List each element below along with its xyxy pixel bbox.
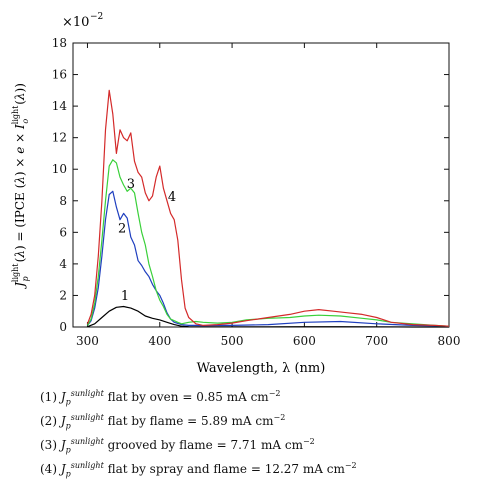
series-line-2 — [87, 190, 450, 327]
legend-unit-exp: −2 — [344, 461, 357, 470]
series-label-3: 3 — [127, 177, 135, 192]
series-labels: 1 2 3 4 — [118, 177, 176, 304]
y-tick-label: 6 — [59, 225, 67, 239]
y-tick-label: 0 — [59, 320, 67, 334]
y-axis-label: Jlightp(λ) = (IPCE (λ) × e × Ilighto(λ)) — [11, 83, 30, 290]
series-line-3 — [86, 159, 450, 327]
y-tick-label: 2 — [59, 288, 67, 302]
legend-number: (3) — [40, 438, 57, 452]
legend-unit-exp: −2 — [273, 413, 286, 422]
y-tick-label: 14 — [52, 99, 68, 113]
x-tick-label: 600 — [293, 334, 316, 348]
y-tick-label: 10 — [52, 162, 67, 176]
legend-unit-exp: −2 — [302, 437, 315, 446]
multiplier-exp: −2 — [90, 12, 103, 22]
y-tick-label: 4 — [59, 257, 67, 271]
legend-text: grooved by flame = 7.71 mA cm — [107, 438, 303, 452]
y-tick-label: 8 — [59, 194, 67, 208]
legend-item-2: (2) Jpsunlight flat by flame = 5.89 mA c… — [40, 406, 470, 430]
series-line-4 — [86, 89, 450, 327]
legend-symbol: Jpsunlight — [60, 389, 104, 407]
x-axis-ticks: 300 400 500 600 700 800 — [76, 43, 460, 348]
legend-symbol: Jpsunlight — [60, 461, 104, 479]
legend-symbol: Jpsunlight — [60, 413, 104, 431]
series-group — [86, 89, 450, 328]
series-label-4: 4 — [168, 190, 176, 205]
legend-number: (2) — [40, 414, 57, 428]
series-label-2: 2 — [118, 221, 126, 236]
x-tick-label: 400 — [148, 334, 171, 348]
legend-item-3: (3) Jpsunlight grooved by flame = 7.71 m… — [40, 430, 470, 454]
legend-symbol: Jpsunlight — [60, 437, 104, 455]
multiplier-base: ×10 — [62, 15, 89, 30]
legend-item-1: (1) Jpsunlight flat by oven = 0.85 mA cm… — [40, 382, 470, 406]
x-tick-label: 500 — [221, 334, 244, 348]
y-tick-label: 16 — [52, 68, 67, 82]
legend-number: (4) — [40, 462, 57, 476]
legend-number: (1) — [40, 390, 57, 404]
x-tick-label: 300 — [76, 334, 99, 348]
multiplier-label: ×10 −2 — [62, 12, 103, 30]
legend-unit-exp: −2 — [268, 389, 281, 398]
legend-text: flat by spray and flame = 12.27 mA cm — [107, 462, 345, 476]
legend-item-4: (4) Jpsunlight flat by spray and flame =… — [40, 454, 470, 478]
x-axis-label: Wavelength, λ (nm) — [197, 361, 326, 376]
legend: (1) Jpsunlight flat by oven = 0.85 mA cm… — [40, 382, 470, 478]
legend-text: flat by flame = 5.89 mA cm — [107, 414, 274, 428]
legend-text: flat by oven = 0.85 mA cm — [107, 390, 269, 404]
y-tick-label: 18 — [52, 36, 67, 50]
x-tick-label: 700 — [365, 334, 388, 348]
x-tick-label: 800 — [438, 334, 461, 348]
y-tick-label: 12 — [52, 131, 67, 145]
series-line-1 — [87, 305, 449, 328]
series-label-1: 1 — [121, 289, 129, 304]
